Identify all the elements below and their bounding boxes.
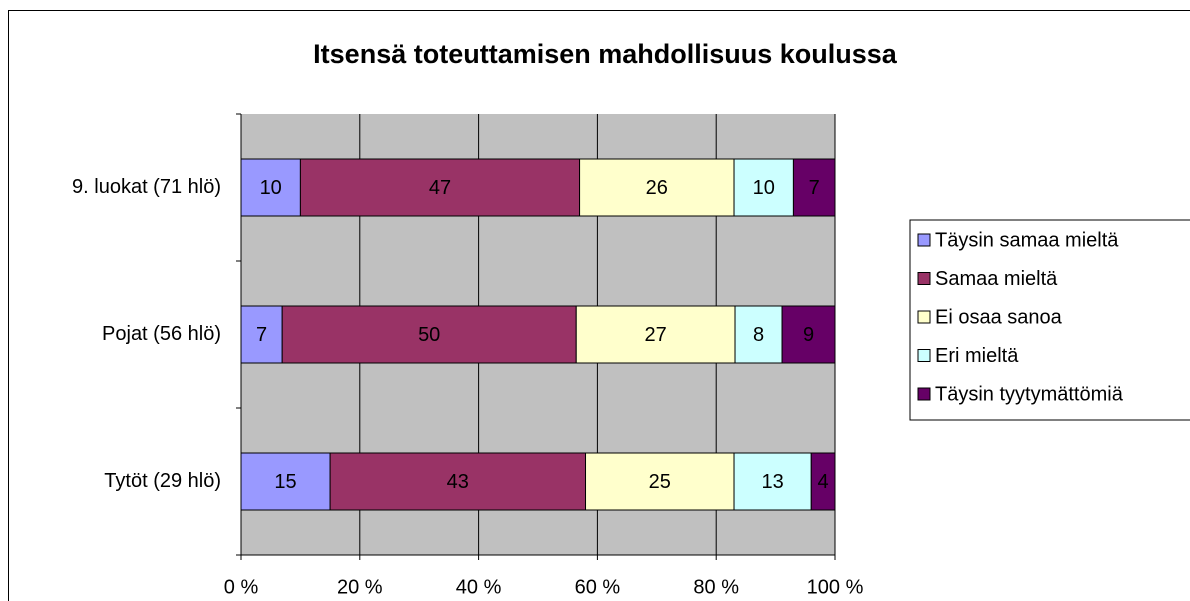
legend-label: Eri mieltä (935, 345, 1019, 367)
legend-swatch (917, 310, 931, 324)
data-label: 8 (753, 324, 764, 346)
y-tick-label: 9. luokat (71 hlö) (72, 176, 221, 198)
bar-segment (281, 305, 577, 364)
data-label: 9 (803, 324, 814, 346)
bar-segment (781, 305, 836, 364)
bar-segment (733, 158, 794, 217)
bar-segment (733, 452, 812, 511)
bar-segment (299, 158, 581, 217)
x-tick-label: 20 % (337, 576, 383, 598)
bar-segment (240, 158, 301, 217)
bar-segment (734, 305, 783, 364)
bar-segment (240, 452, 331, 511)
data-label: 10 (260, 177, 282, 199)
x-tick-label: 0 % (224, 576, 259, 598)
bar-segment (575, 305, 736, 364)
legend-label: Ei osaa sanoa (935, 306, 1063, 328)
bar-segment (329, 452, 587, 511)
bar-segment (585, 452, 735, 511)
legend-label: Samaa mieltä (935, 268, 1058, 290)
data-label: 15 (274, 471, 296, 493)
y-tick-label: Tytöt (29 hlö) (104, 470, 221, 492)
x-tick-label: 80 % (693, 576, 739, 598)
legend-swatch (917, 233, 931, 247)
data-label: 25 (649, 471, 671, 493)
data-label: 7 (809, 177, 820, 199)
data-label: 13 (762, 471, 784, 493)
bar-segment (240, 305, 283, 364)
chart-title: Itsensä toteuttamisen mahdollisuus koulu… (313, 39, 898, 69)
bar-segment (810, 452, 836, 511)
legend-box (909, 219, 1190, 421)
bar-segment (579, 158, 735, 217)
x-tick-label: 60 % (575, 576, 621, 598)
legend-label: Täysin samaa mieltä (935, 229, 1119, 251)
data-label: 10 (753, 177, 775, 199)
data-label: 50 (418, 324, 440, 346)
y-tick-label: Pojat (56 hlö) (102, 323, 221, 345)
data-label: 43 (447, 471, 469, 493)
data-label: 26 (646, 177, 668, 199)
x-tick-label: 40 % (456, 576, 502, 598)
legend-swatch (917, 272, 931, 285)
legend-swatch (917, 387, 931, 401)
x-tick-label: 100 % (807, 576, 864, 598)
legend-label: Täysin tyytymättömiä (935, 383, 1124, 405)
data-label: 27 (644, 324, 666, 346)
bar-segment (792, 158, 836, 217)
legend-swatch (917, 349, 931, 362)
data-label: 7 (256, 324, 267, 346)
data-label: 4 (818, 471, 829, 493)
data-label: 47 (429, 177, 451, 199)
